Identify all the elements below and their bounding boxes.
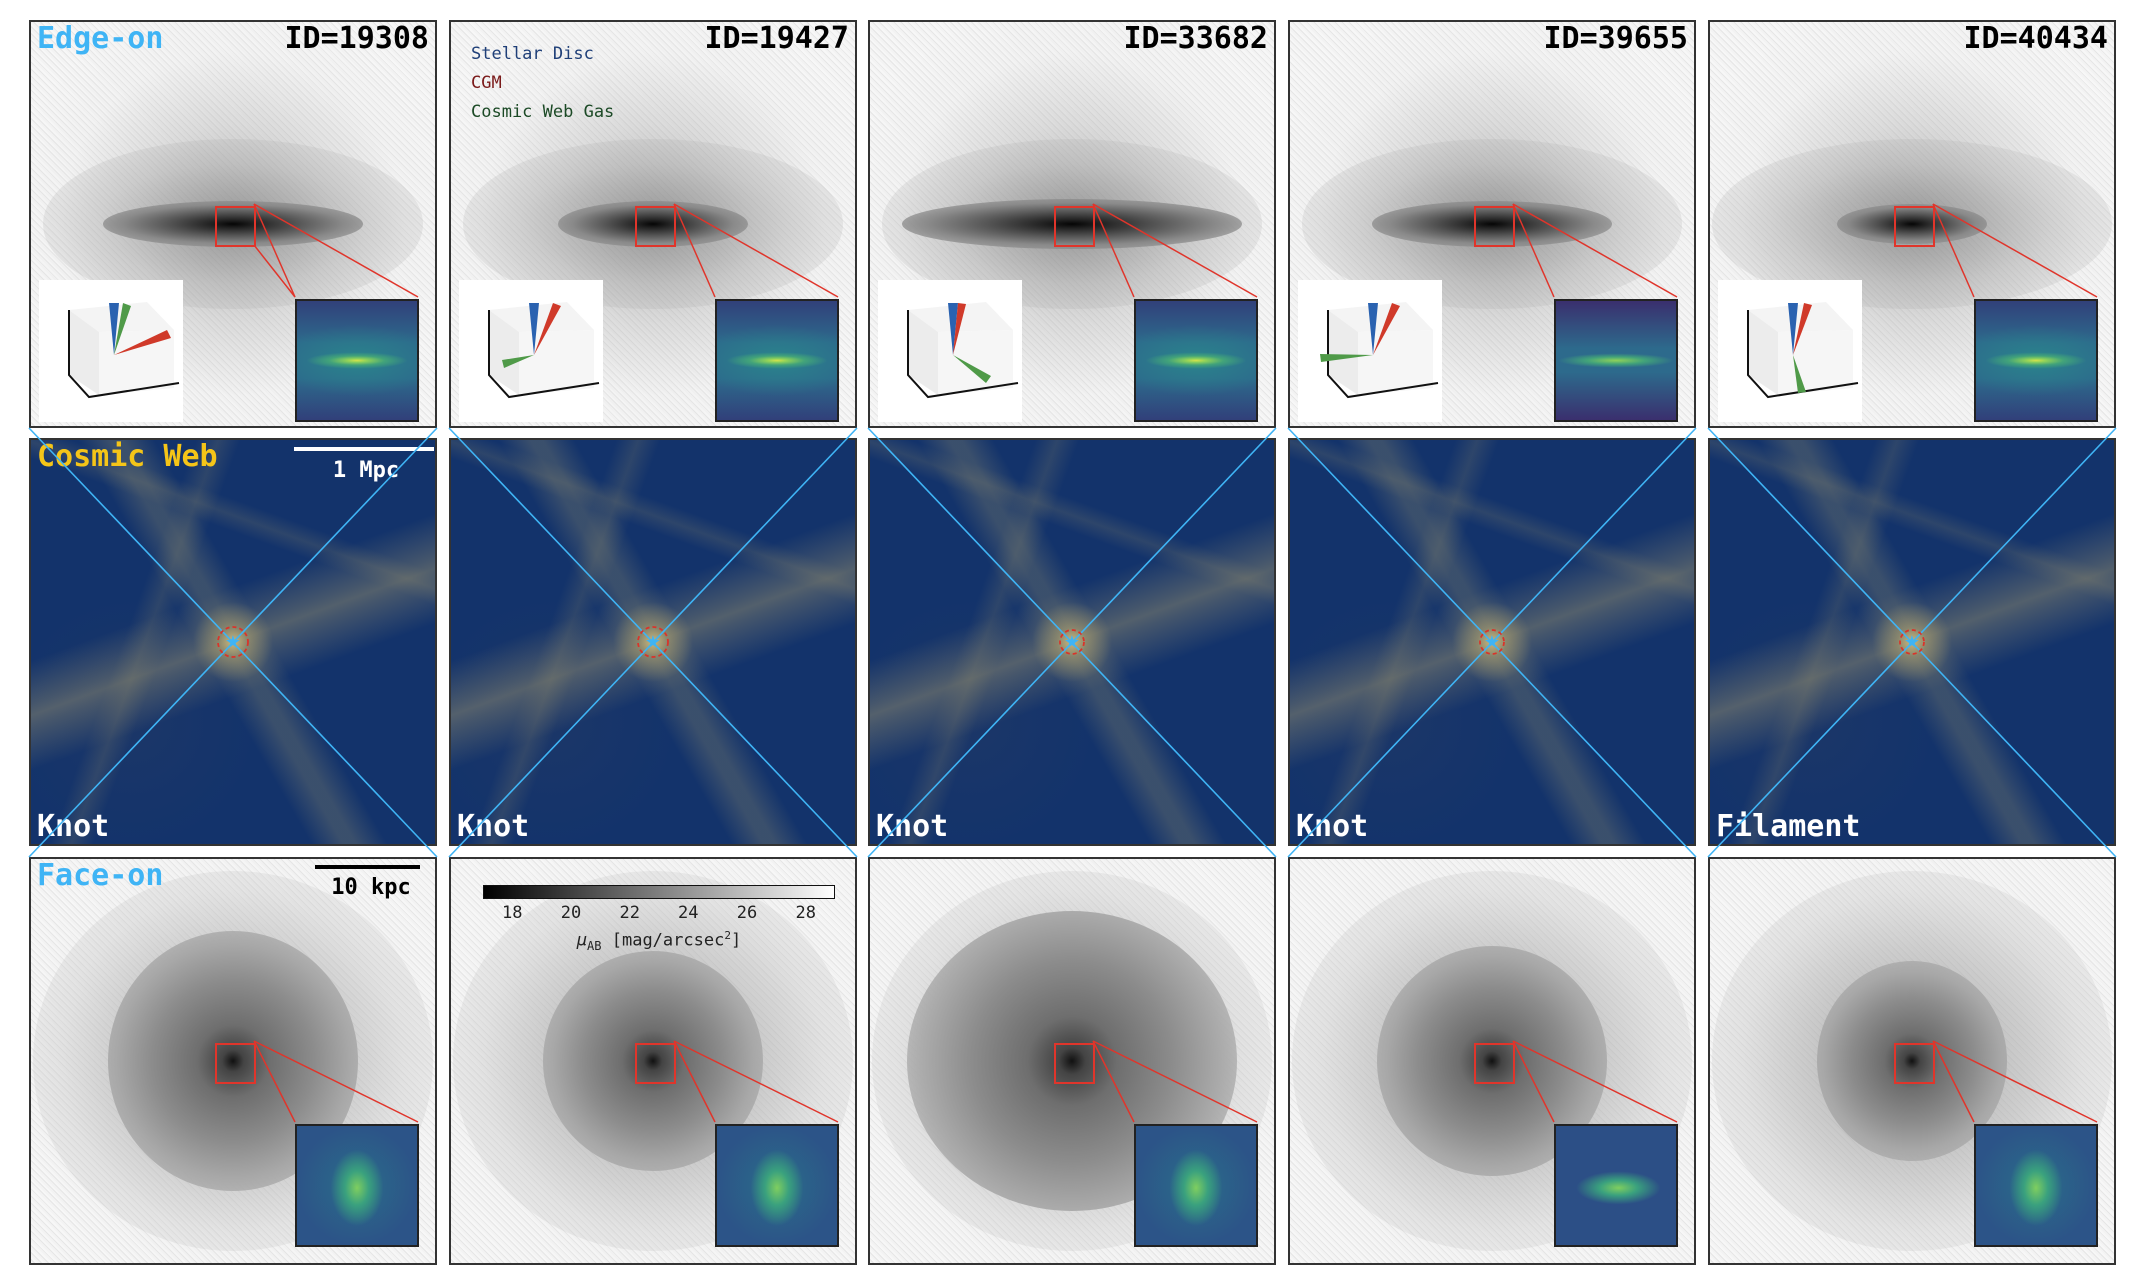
ab-subscript: AB — [587, 939, 602, 954]
colorbar-tick: 28 — [795, 903, 817, 923]
scalebar-1mpc-line — [294, 447, 434, 451]
unit-exponent: 2 — [724, 929, 731, 942]
orientation-arrows-icon — [68, 302, 180, 399]
zoom-inset-image — [1554, 299, 1678, 422]
colorbar-tick: 20 — [560, 903, 582, 923]
edge-on-panel-5: ID=40434 — [1708, 20, 2116, 428]
environment-label: Filament — [1716, 809, 1861, 844]
zoom-region-box — [215, 1043, 256, 1084]
orientation-arrows-icon — [488, 302, 600, 399]
zoom-inset-image — [1554, 1124, 1678, 1247]
galaxy-id-label: ID=39655 — [1543, 21, 1689, 56]
zoom-region-box — [1474, 206, 1515, 247]
scalebar-1mpc-label: 1 Mpc — [332, 458, 400, 483]
edge-on-panel-4: ID=39655 — [1288, 20, 1696, 428]
colorbar-tick: 18 — [501, 903, 523, 923]
environment-label: Knot — [876, 809, 949, 844]
zoom-inset-image — [1974, 1124, 2098, 1247]
colorbar-tick: 22 — [619, 903, 641, 923]
cosmic-web-panel-1: Cosmic Web 1 Mpc Knot — [29, 438, 437, 846]
galaxy-id-label: ID=19427 — [704, 21, 850, 56]
colorbar-tick: 24 — [677, 903, 699, 923]
orientation-arrows-icon — [907, 302, 1019, 399]
environment-label: Knot — [37, 809, 110, 844]
zoom-region-box — [1054, 1043, 1095, 1084]
zoom-region-box — [635, 1043, 676, 1084]
orientation-3d-axes — [39, 280, 183, 422]
legend-item-cgm: CGM — [471, 73, 502, 93]
edge-on-panel-2: Stellar Disc CGM Cosmic Web Gas ID=19427 — [449, 20, 857, 428]
face-on-panel-5 — [1708, 857, 2116, 1265]
row-label-face-on: Face-on — [37, 858, 164, 893]
zoom-inset-image — [1974, 299, 2098, 422]
scalebar-10kpc-label: 10 kpc — [331, 875, 411, 900]
zoom-region-box — [1894, 1043, 1935, 1084]
orientation-3d-axes — [1718, 280, 1862, 422]
row-label-edge-on: Edge-on — [37, 21, 164, 56]
galaxy-id-label: ID=19308 — [284, 21, 430, 56]
edge-on-panel-1: Edge-on ID=19308 — [29, 20, 437, 428]
face-on-panel-2: 18 20 22 24 26 28 μAB [mag/arcsec2] — [449, 857, 857, 1265]
zoom-region-box — [635, 206, 676, 247]
legend-item-stellar-disc: Stellar Disc — [471, 44, 594, 64]
orientation-arrows-icon — [1747, 302, 1859, 399]
orientation-3d-axes — [1298, 280, 1442, 422]
component-legend: Stellar Disc CGM Cosmic Web Gas — [471, 40, 614, 127]
colorbar-label: μAB [mag/arcsec2] — [483, 929, 835, 953]
colorbar-gradient — [483, 885, 835, 899]
mu-symbol: μ — [576, 930, 588, 951]
unit-text: [mag/arcsec — [601, 930, 725, 951]
environment-label: Knot — [1296, 809, 1369, 844]
zoom-inset-image — [715, 1124, 839, 1247]
zoom-inset-image — [1134, 1124, 1258, 1247]
face-on-panel-1: Face-on 10 kpc — [29, 857, 437, 1265]
edge-on-panel-3: ID=33682 — [868, 20, 1276, 428]
cosmic-web-panel-5: Filament — [1708, 438, 2116, 846]
orientation-arrows-icon — [1320, 302, 1439, 399]
zoom-inset-image — [295, 299, 419, 422]
row-label-cosmic-web: Cosmic Web — [37, 439, 218, 474]
zoom-region-box — [1054, 206, 1095, 247]
zoom-inset-image — [1134, 299, 1258, 422]
zoom-inset-image — [295, 1124, 419, 1247]
scalebar-10kpc-line — [315, 865, 420, 869]
face-on-panel-4 — [1288, 857, 1696, 1265]
colorbar-tick: 26 — [736, 903, 758, 923]
galaxy-id-label: ID=40434 — [1963, 21, 2109, 56]
zoom-region-box — [1474, 1043, 1515, 1084]
legend-item-cosmic-web-gas: Cosmic Web Gas — [471, 102, 615, 122]
environment-label: Knot — [457, 809, 530, 844]
cosmic-web-panel-3: Knot — [868, 438, 1276, 846]
orientation-3d-axes — [459, 280, 603, 422]
orientation-3d-axes — [878, 280, 1022, 422]
zoom-region-box — [215, 206, 256, 247]
face-on-panel-3 — [868, 857, 1276, 1265]
zoom-region-box — [1894, 206, 1935, 247]
zoom-inset-image — [715, 299, 839, 422]
cosmic-web-panel-2: Knot — [449, 438, 857, 846]
cosmic-web-panel-4: Knot — [1288, 438, 1696, 846]
unit-close-bracket: ] — [730, 930, 742, 951]
galaxy-id-label: ID=33682 — [1123, 21, 1269, 56]
colorbar-ticks: 18 20 22 24 26 28 — [483, 903, 835, 927]
